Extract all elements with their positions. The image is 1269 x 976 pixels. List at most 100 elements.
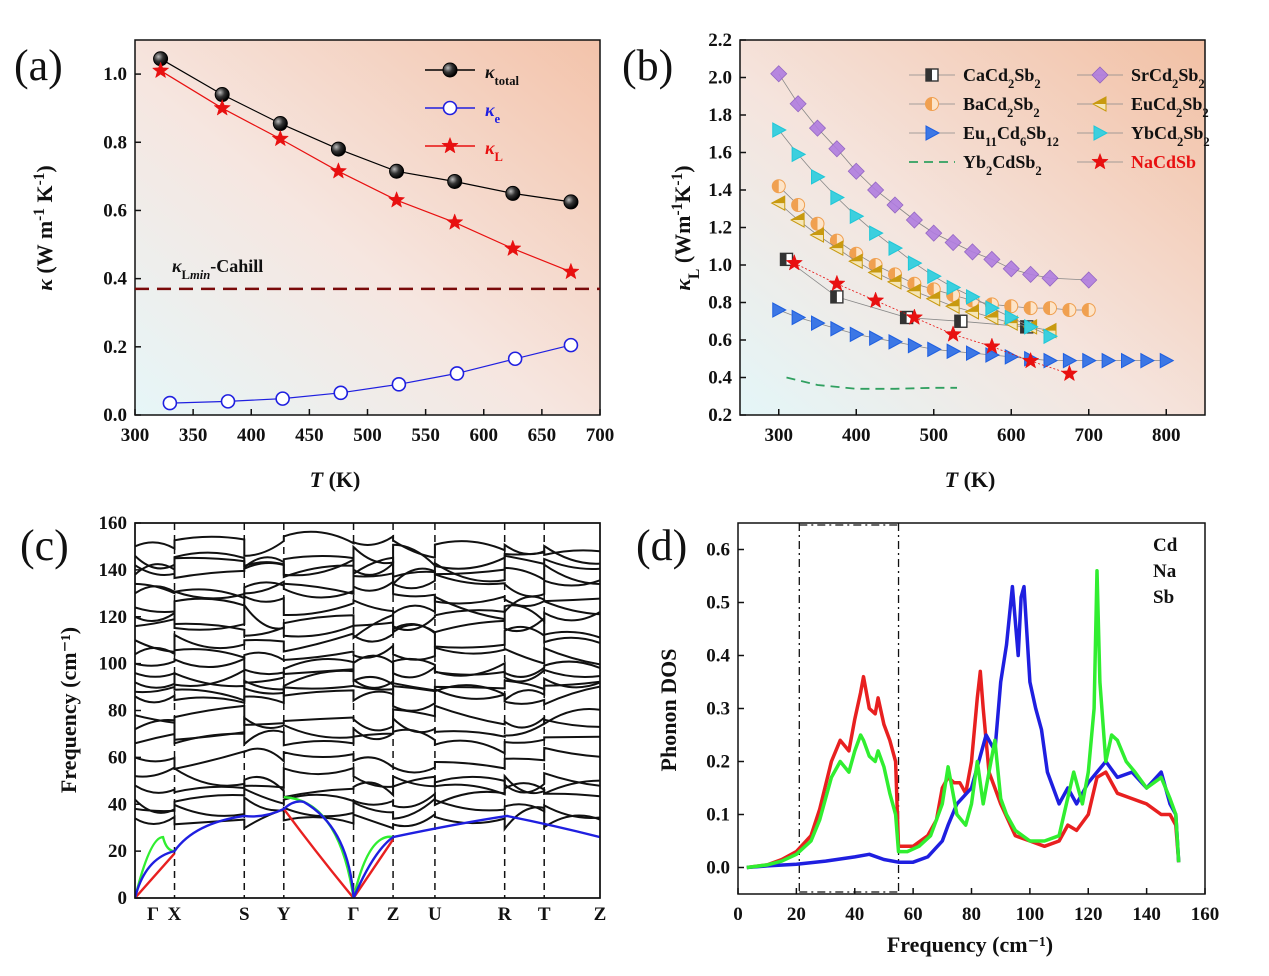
data-point <box>791 309 807 326</box>
y-tick-label: 1.6 <box>708 143 732 164</box>
marker-half <box>1121 353 1135 368</box>
data-point <box>789 95 807 113</box>
data-point <box>983 309 999 326</box>
y-tick-label: 160 <box>99 513 128 534</box>
marker-half <box>1082 303 1089 317</box>
y-tick-label: 0.1 <box>706 805 730 826</box>
marker-half <box>907 284 921 292</box>
data-point <box>866 291 885 309</box>
x-tick-label: 700 <box>586 425 615 446</box>
y-tick-label: 0.2 <box>708 405 732 426</box>
data-point <box>830 320 845 337</box>
data-point <box>1080 271 1098 289</box>
marker-half <box>811 217 818 231</box>
data-point <box>906 283 921 300</box>
data-point <box>213 98 231 116</box>
legend-marker <box>441 136 459 154</box>
x-tick-label: 550 <box>411 425 440 446</box>
marker-half <box>889 334 902 349</box>
data-point <box>849 326 865 343</box>
data-point <box>770 65 788 83</box>
marker-half <box>965 304 979 312</box>
data-point <box>886 274 902 290</box>
data-point <box>562 262 580 280</box>
data-point <box>966 345 981 361</box>
marker-half <box>772 123 786 137</box>
acoustic-branch <box>135 800 600 898</box>
optical-branch <box>135 613 600 640</box>
marker-half <box>791 198 799 212</box>
series-line-1 <box>778 73 1089 281</box>
optical-branch <box>135 543 600 570</box>
y-tick-label: 0.4 <box>103 269 127 290</box>
data-point <box>1043 328 1059 345</box>
high-symmetry-label: U <box>428 904 442 925</box>
data-point <box>772 302 787 318</box>
data-point <box>886 196 904 214</box>
marker-half <box>947 344 961 359</box>
data-point <box>946 343 962 360</box>
plot-area-a <box>134 39 601 416</box>
optical-branch <box>135 560 600 587</box>
marker-half <box>771 196 785 204</box>
data-point <box>504 239 522 257</box>
data-point <box>162 395 178 411</box>
data-point <box>771 179 786 194</box>
high-symmetry-label: Z <box>387 904 400 925</box>
high-symmetry-label: T <box>538 904 551 925</box>
legend-label: Yb2CdSb2 <box>963 152 1042 178</box>
data-point <box>1004 349 1020 365</box>
marker-half <box>926 126 939 140</box>
data-point <box>1021 351 1040 369</box>
y-axis-title: κ (W m-1 K-1) <box>31 165 58 291</box>
marker-half <box>791 213 805 220</box>
y-tick-label: 20 <box>108 841 127 862</box>
data-point <box>944 325 962 342</box>
data-point <box>927 268 942 285</box>
panel-a: (a) 300 350 400 450 500 550 600 650 700 0.0 0.2 0.4… <box>14 39 615 492</box>
y-tick-label: 0.0 <box>103 405 127 426</box>
x-tick-label: 0 <box>733 904 743 925</box>
data-point <box>387 190 406 208</box>
marker-half <box>908 338 922 353</box>
y-tick-label: 0.4 <box>706 646 730 667</box>
marker-half <box>1094 126 1107 140</box>
cahill-annotation: κLmin-Cahill <box>172 256 263 282</box>
data-point <box>1082 352 1097 369</box>
series-line-1 <box>169 344 572 404</box>
legend-label: κe <box>485 100 501 126</box>
data-point <box>1159 352 1175 369</box>
data-point <box>811 169 826 185</box>
x-tick-label: 700 <box>1075 425 1104 446</box>
optical-branch <box>135 773 600 799</box>
legend-marker <box>925 68 939 82</box>
marker-half <box>850 209 864 224</box>
data-point <box>1002 260 1020 278</box>
marker-half <box>830 290 837 303</box>
marker-half <box>925 97 932 111</box>
legend-label: Na <box>1153 561 1177 582</box>
data-point <box>1081 303 1096 317</box>
marker-half <box>954 315 961 328</box>
data-point <box>964 304 979 320</box>
data-point <box>905 211 923 229</box>
data-point <box>1101 352 1117 369</box>
data-point <box>828 274 846 292</box>
marker-half <box>792 310 806 325</box>
y-tick-label: 0.6 <box>708 330 732 351</box>
y-tick-label: 60 <box>108 747 127 768</box>
x-tick-label: 300 <box>121 425 150 446</box>
high-symmetry-label: Γ <box>348 904 360 925</box>
marker-half <box>829 241 843 249</box>
marker-half <box>810 228 824 235</box>
x-tick-label: 500 <box>920 425 949 446</box>
data-point <box>1060 364 1079 382</box>
marker-half <box>1043 323 1056 331</box>
marker-half <box>1043 301 1050 315</box>
data-point <box>848 253 863 270</box>
data-point <box>847 162 865 180</box>
legend-marker <box>442 100 458 116</box>
x-axis-title: T (K) <box>945 467 996 492</box>
x-tick-label: 600 <box>470 425 499 446</box>
legend-label: κtotal <box>485 62 520 88</box>
